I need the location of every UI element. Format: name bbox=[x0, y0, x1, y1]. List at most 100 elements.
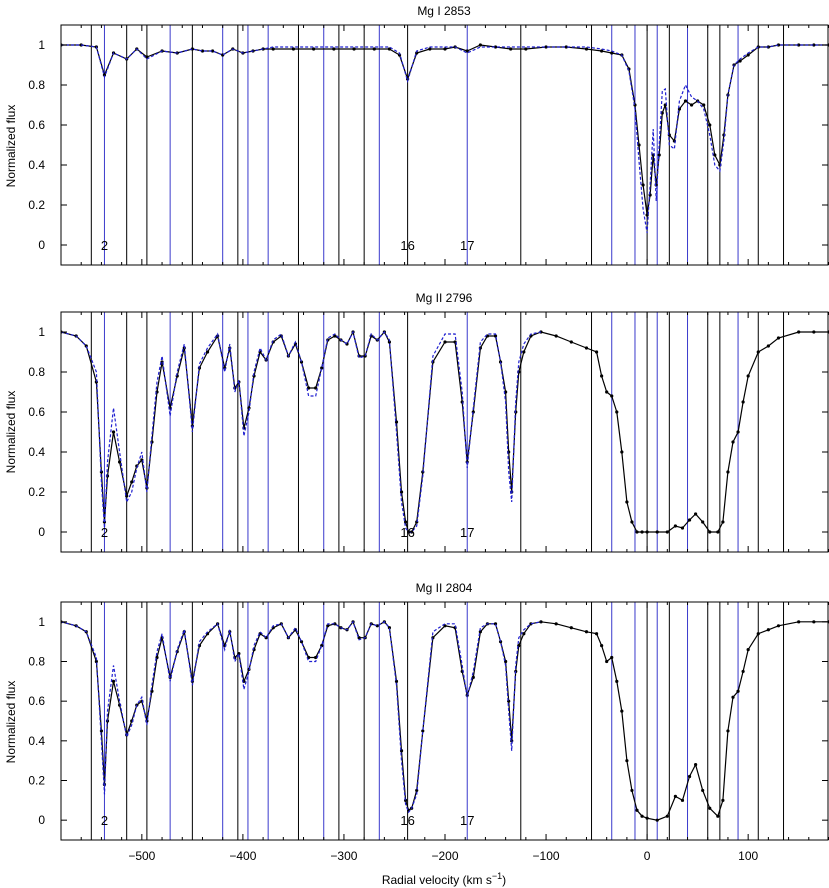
data-point bbox=[410, 530, 414, 534]
data-point bbox=[291, 47, 296, 51]
x-tick-label: −300 bbox=[330, 849, 357, 863]
data-point bbox=[605, 390, 609, 394]
plot-area bbox=[61, 602, 829, 840]
data-point bbox=[797, 43, 801, 47]
data-point bbox=[812, 43, 816, 47]
data-point bbox=[776, 43, 781, 47]
component-label: 17 bbox=[460, 238, 474, 253]
data-point bbox=[493, 334, 498, 338]
data-point bbox=[687, 774, 692, 779]
plot-frame bbox=[60, 311, 829, 553]
y-tick-label: 0.6 bbox=[28, 694, 45, 708]
y-axis-label-bottom: Normalized flux bbox=[4, 681, 18, 764]
data-point bbox=[635, 808, 639, 812]
y-tick-label: 0 bbox=[38, 813, 45, 827]
data-point bbox=[314, 386, 318, 390]
data-spectrum-line bbox=[61, 620, 829, 821]
data-point bbox=[641, 183, 645, 187]
data-point bbox=[702, 103, 706, 107]
component-label: 16 bbox=[400, 525, 414, 540]
y-tick-label: 0.2 bbox=[28, 198, 45, 212]
data-point bbox=[529, 622, 533, 626]
data-point bbox=[640, 814, 644, 818]
data-point bbox=[352, 47, 356, 51]
data-point bbox=[610, 394, 614, 398]
data-point bbox=[635, 530, 639, 534]
panel-title: Mg II 2796 bbox=[416, 291, 473, 305]
data-point bbox=[708, 530, 712, 534]
component-label: 2 bbox=[101, 525, 108, 540]
data-point bbox=[333, 334, 337, 338]
component-label: 16 bbox=[400, 813, 414, 828]
data-point bbox=[726, 470, 730, 474]
data-point bbox=[443, 47, 447, 51]
data-point bbox=[387, 47, 392, 51]
data-point bbox=[701, 520, 705, 524]
component-label: 17 bbox=[460, 813, 474, 828]
data-point bbox=[387, 626, 392, 630]
panel-3: 0 0.2 0.4 0.6 0.8 1 Mg II 2804 2 16 17 −500 −400 −30… bbox=[28, 581, 829, 863]
x-tick-label: 100 bbox=[738, 849, 758, 863]
y-tick-label: 0.2 bbox=[28, 774, 45, 788]
data-point bbox=[554, 622, 558, 626]
x-tick-label: 0 bbox=[644, 849, 651, 863]
y-tick-label: 0.6 bbox=[28, 405, 45, 419]
data-point bbox=[726, 729, 730, 733]
data-point bbox=[600, 374, 604, 378]
data-point bbox=[94, 659, 98, 664]
plot-area bbox=[61, 312, 829, 552]
data-point bbox=[731, 695, 735, 699]
data-point bbox=[620, 450, 624, 454]
panel-title: Mg II 2804 bbox=[416, 581, 473, 595]
data-point bbox=[522, 632, 526, 636]
data-point bbox=[584, 346, 589, 350]
data-point bbox=[716, 814, 720, 818]
data-point bbox=[713, 153, 717, 157]
data-point bbox=[657, 153, 661, 157]
data-point bbox=[130, 480, 134, 484]
data-point bbox=[118, 460, 122, 464]
data-point bbox=[665, 530, 669, 534]
data-point bbox=[111, 430, 116, 434]
data-point bbox=[655, 530, 659, 534]
data-point bbox=[746, 374, 750, 378]
model-fit-line bbox=[61, 330, 542, 533]
data-point bbox=[630, 788, 634, 793]
data-point bbox=[569, 340, 573, 344]
y-tick-label: 0.4 bbox=[28, 734, 45, 748]
data-point bbox=[640, 530, 644, 534]
panel-2: 0 0.2 0.4 0.6 0.8 1 Mg II 2796 2 16 17 bbox=[28, 291, 829, 553]
data-point bbox=[306, 386, 311, 390]
data-point bbox=[731, 440, 735, 444]
data-point bbox=[615, 679, 619, 683]
data-point bbox=[569, 626, 573, 630]
data-point bbox=[701, 788, 705, 793]
y-tick-label: 0.4 bbox=[28, 158, 45, 172]
data-spectrum-line bbox=[61, 44, 829, 216]
y-tick-label: 0.2 bbox=[28, 485, 45, 499]
data-point bbox=[716, 530, 720, 534]
data-point bbox=[333, 622, 337, 626]
data-point bbox=[625, 759, 629, 763]
x-tick-label: −100 bbox=[533, 849, 560, 863]
data-point bbox=[403, 520, 408, 524]
data-point bbox=[600, 644, 604, 648]
data-point bbox=[332, 47, 336, 51]
data-point bbox=[673, 524, 678, 528]
x-tick-label: −200 bbox=[431, 849, 458, 863]
y-tick-label: 0 bbox=[38, 238, 45, 252]
data-point bbox=[776, 624, 781, 628]
data-point bbox=[708, 806, 712, 810]
component-label: 2 bbox=[101, 238, 108, 253]
data-point bbox=[673, 794, 678, 798]
data-point bbox=[326, 624, 330, 628]
data-point bbox=[509, 47, 513, 51]
data-point bbox=[797, 330, 801, 334]
data-point bbox=[625, 500, 629, 504]
data-point bbox=[312, 47, 316, 51]
data-point bbox=[584, 47, 589, 51]
data-point bbox=[694, 763, 698, 767]
data-point bbox=[387, 340, 392, 344]
data-point bbox=[741, 669, 745, 674]
